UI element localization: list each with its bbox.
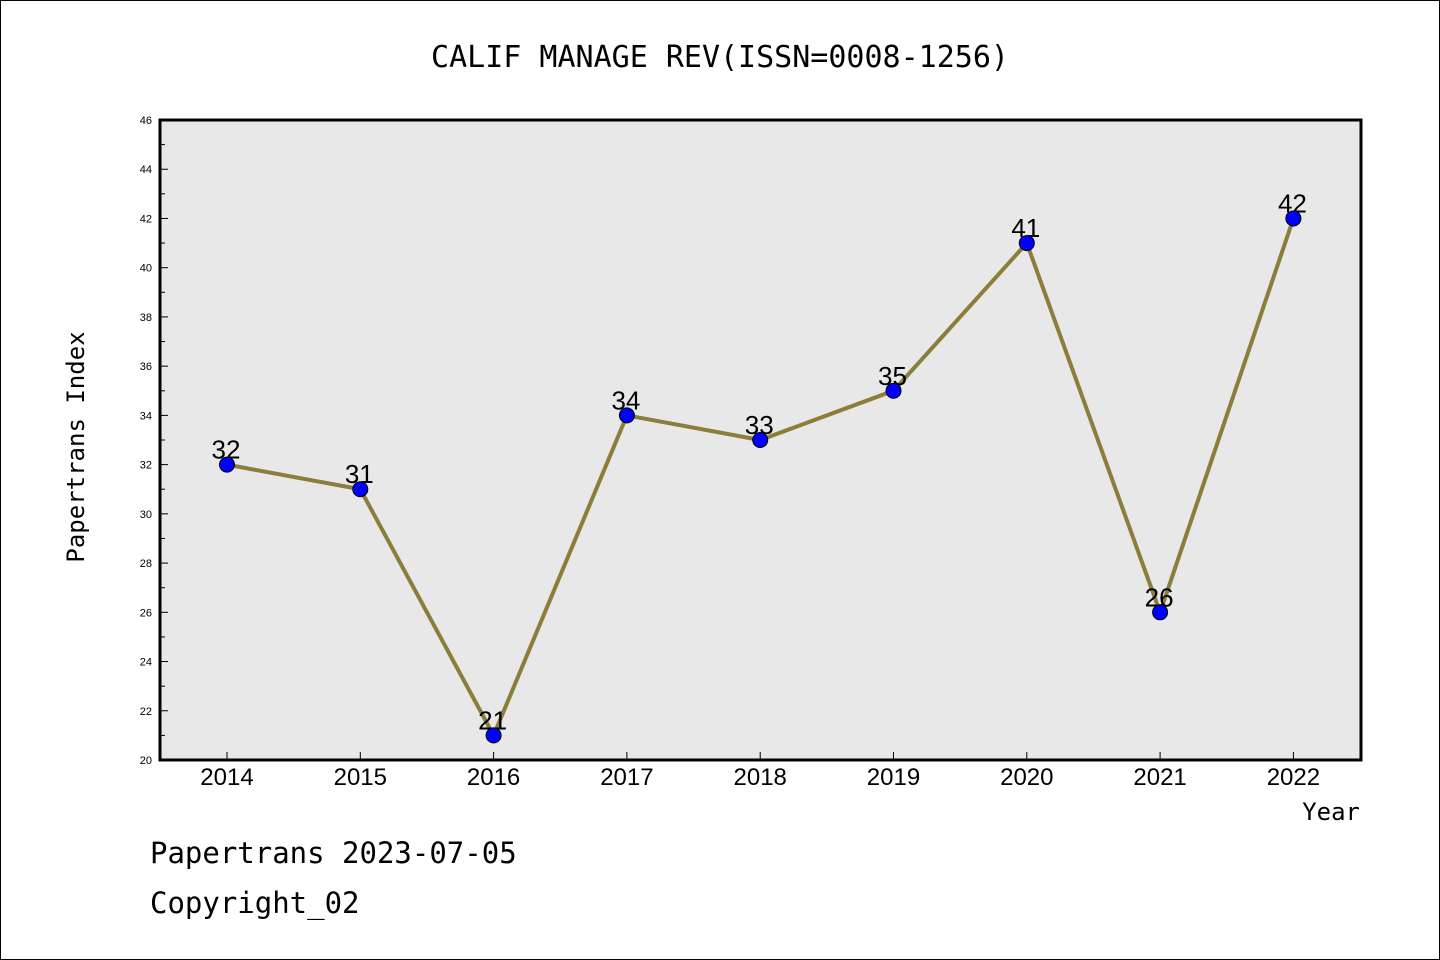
y-tick-label: 40 <box>140 263 152 275</box>
y-axis-label: Papertrans Index <box>62 331 90 562</box>
x-tick-label: 2019 <box>867 764 920 791</box>
data-point <box>1285 210 1302 227</box>
y-tick-label: 46 <box>140 115 152 127</box>
x-tick-label: 2020 <box>1000 764 1053 791</box>
data-point <box>1152 604 1169 621</box>
y-tick-label: 36 <box>140 361 152 373</box>
x-axis: 2014 2015 2016 2017 2018 2019 2020 2021 2022 <box>200 752 1320 791</box>
x-tick-label: 2016 <box>467 764 520 791</box>
x-tick-label: 2022 <box>1267 764 1320 791</box>
data-point <box>618 407 635 424</box>
y-tick-label: 22 <box>140 706 152 718</box>
x-tick-label: 2018 <box>734 764 787 791</box>
x-axis-label: Year <box>1302 798 1360 826</box>
x-tick-label: 2014 <box>200 764 253 791</box>
x-tick-label: 2015 <box>334 764 387 791</box>
data-point <box>352 481 369 498</box>
y-tick-label: 20 <box>140 755 152 767</box>
y-tick-label: 44 <box>140 164 152 176</box>
y-tick-label: 24 <box>140 657 152 669</box>
footer-date-line: Papertrans 2023-07-05 <box>150 836 517 870</box>
data-point <box>752 432 769 448</box>
data-point <box>485 727 502 744</box>
data-point <box>885 382 902 399</box>
y-tick-label: 30 <box>140 509 152 521</box>
chart-title: CALIF MANAGE REV(ISSN=0008-1256) <box>431 40 1009 75</box>
footer-copyright: Copyright_02 <box>150 886 360 920</box>
y-tick-label: 34 <box>140 410 152 422</box>
y-tick-label: 38 <box>140 312 152 324</box>
x-tick-label: 2021 <box>1133 764 1186 791</box>
y-tick-label: 28 <box>140 558 152 570</box>
y-axis: 20 22 24 26 28 30 32 34 36 38 40 42 44 46 <box>140 115 168 767</box>
y-tick-label: 26 <box>140 607 152 619</box>
y-tick-label: 42 <box>140 213 152 225</box>
y-tick-label: 32 <box>140 460 152 472</box>
x-tick-label: 2017 <box>600 764 653 791</box>
data-point <box>1018 235 1035 252</box>
data-point <box>219 456 235 473</box>
